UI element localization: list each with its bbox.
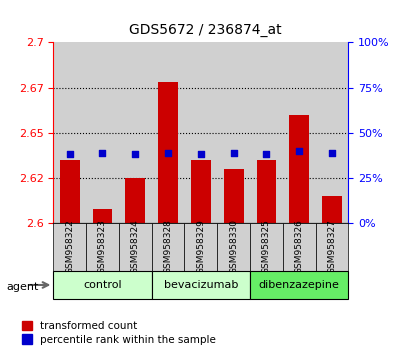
Bar bbox=[60, 160, 79, 223]
FancyBboxPatch shape bbox=[249, 223, 282, 271]
Text: GSM958330: GSM958330 bbox=[229, 219, 238, 274]
Text: GSM958324: GSM958324 bbox=[130, 219, 139, 274]
Bar bbox=[282, 42, 315, 223]
Bar bbox=[217, 42, 249, 223]
Bar bbox=[256, 160, 276, 223]
FancyBboxPatch shape bbox=[184, 223, 217, 271]
Point bbox=[164, 150, 171, 155]
Text: GSM958326: GSM958326 bbox=[294, 219, 303, 274]
FancyBboxPatch shape bbox=[249, 271, 348, 299]
Point bbox=[263, 152, 269, 157]
Text: GSM958323: GSM958323 bbox=[98, 219, 107, 274]
Bar bbox=[158, 82, 178, 223]
FancyBboxPatch shape bbox=[282, 223, 315, 271]
Bar bbox=[184, 42, 217, 223]
Bar bbox=[119, 42, 151, 223]
Bar bbox=[321, 196, 341, 223]
Text: GDS5672 / 236874_at: GDS5672 / 236874_at bbox=[128, 23, 281, 37]
Text: dibenzazepine: dibenzazepine bbox=[258, 280, 339, 290]
Text: GSM958328: GSM958328 bbox=[163, 219, 172, 274]
Text: agent: agent bbox=[6, 282, 38, 292]
Point bbox=[295, 148, 302, 154]
Legend: transformed count, percentile rank within the sample: transformed count, percentile rank withi… bbox=[22, 321, 216, 344]
Bar bbox=[315, 42, 348, 223]
Bar bbox=[223, 169, 243, 223]
Bar bbox=[92, 209, 112, 223]
Bar bbox=[249, 42, 282, 223]
FancyBboxPatch shape bbox=[53, 223, 86, 271]
FancyBboxPatch shape bbox=[119, 223, 151, 271]
Bar bbox=[125, 178, 145, 223]
FancyBboxPatch shape bbox=[151, 223, 184, 271]
FancyBboxPatch shape bbox=[315, 223, 348, 271]
Point bbox=[66, 152, 73, 157]
Bar bbox=[53, 42, 86, 223]
Point bbox=[328, 150, 335, 155]
Point bbox=[197, 152, 204, 157]
Bar bbox=[289, 115, 308, 223]
FancyBboxPatch shape bbox=[151, 271, 249, 299]
Point bbox=[99, 150, 106, 155]
Text: control: control bbox=[83, 280, 121, 290]
Bar bbox=[151, 42, 184, 223]
FancyBboxPatch shape bbox=[86, 223, 119, 271]
Text: GSM958327: GSM958327 bbox=[327, 219, 336, 274]
Point bbox=[230, 150, 236, 155]
Text: GSM958329: GSM958329 bbox=[196, 219, 205, 274]
Text: GSM958322: GSM958322 bbox=[65, 219, 74, 274]
Text: GSM958325: GSM958325 bbox=[261, 219, 270, 274]
Point bbox=[132, 152, 138, 157]
FancyBboxPatch shape bbox=[53, 271, 151, 299]
Bar bbox=[86, 42, 119, 223]
Bar bbox=[191, 160, 210, 223]
Text: bevacizumab: bevacizumab bbox=[163, 280, 238, 290]
FancyBboxPatch shape bbox=[217, 223, 249, 271]
